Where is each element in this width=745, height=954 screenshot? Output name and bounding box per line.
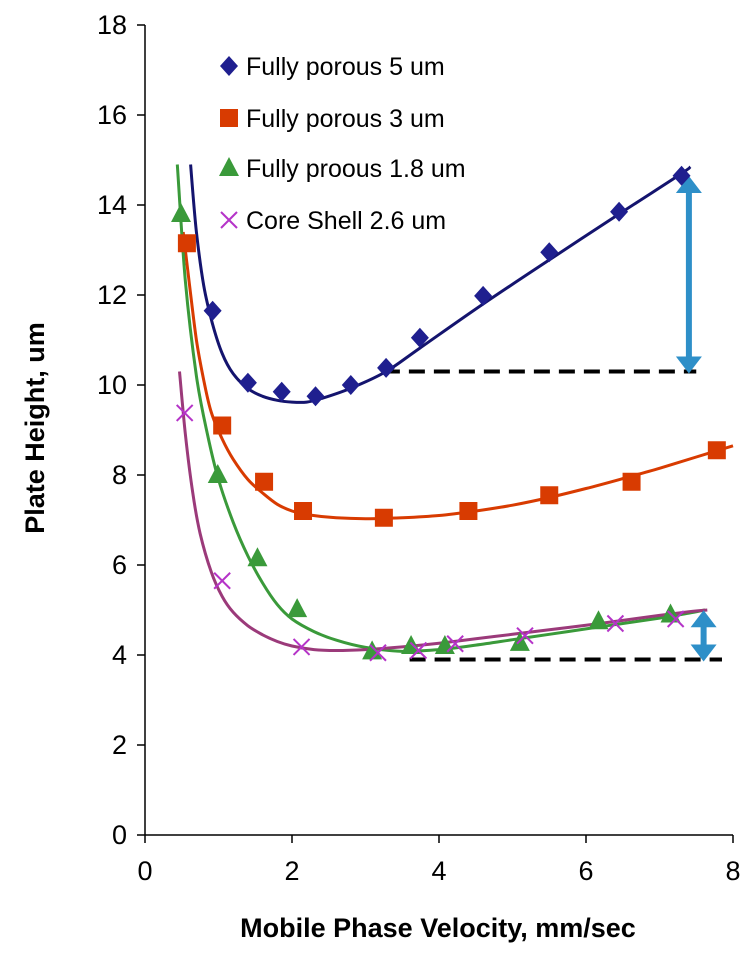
x-stroke — [175, 404, 194, 422]
data-point-series-1 — [272, 381, 291, 402]
legend-label-2: Fully porous 3 um — [246, 105, 445, 133]
y-tick-label: 12 — [97, 280, 127, 310]
x-stroke — [606, 614, 625, 633]
axes: 0 2 4 6 8 10 12 14 16 18 0 2 4 6 8 — [97, 10, 741, 886]
data-point-series-3 — [287, 598, 308, 618]
data-point-series-2 — [540, 486, 559, 505]
data-point-series-1 — [540, 242, 559, 263]
data-point-series-4 — [516, 626, 534, 645]
x-stroke — [516, 626, 534, 645]
data-point-series-2 — [213, 416, 232, 435]
y-tick-label: 18 — [97, 10, 127, 40]
x-stroke — [446, 635, 464, 653]
x-stroke — [369, 644, 387, 662]
data-point-series-1 — [474, 285, 493, 306]
legend-label-4: Core Shell 2.6 um — [246, 207, 446, 235]
y-tick-label: 6 — [112, 550, 127, 580]
y-tick-label: 8 — [112, 460, 127, 490]
data-point-series-1 — [341, 375, 360, 395]
x-tick-label: 8 — [725, 856, 740, 886]
legend-marker-1 — [220, 56, 238, 76]
data-point-series-2 — [374, 508, 393, 527]
x-stroke — [666, 610, 685, 628]
double-arrow-1 — [675, 176, 702, 374]
data-point-series-3 — [247, 547, 268, 567]
data-point-series-4 — [213, 572, 231, 590]
data-point-series-3 — [207, 464, 228, 483]
arrow-head-down — [675, 356, 702, 374]
data-point-series-4 — [606, 614, 625, 633]
data-point-series-2 — [255, 472, 274, 491]
data-point-series-4 — [369, 644, 387, 662]
data-point-series-2 — [177, 234, 196, 253]
fit-curve-series-1 — [189, 164, 692, 404]
data-point-series-4 — [175, 404, 194, 422]
arrow-head-up — [675, 176, 702, 193]
y-tick-label: 16 — [97, 100, 127, 130]
legend-marker-3 — [219, 157, 239, 176]
data-point-series-1 — [377, 357, 396, 378]
data-point-series-1 — [410, 327, 429, 348]
data-point-series-2 — [459, 502, 478, 520]
legend: Fully porous 5 um Fully porous 3 um Fully … — [219, 53, 466, 235]
legend-marker-2 — [220, 109, 238, 127]
data-point-series-2 — [294, 502, 313, 520]
data-point-series-1 — [203, 300, 222, 321]
arrow-head-up — [690, 610, 717, 628]
data-point-series-1 — [238, 372, 257, 393]
data-markers — [171, 165, 726, 662]
x-tick-label: 6 — [578, 856, 593, 886]
data-point-series-3 — [588, 610, 609, 630]
y-axis-title: Plate Height, um — [20, 322, 50, 534]
x-tick-label: 0 — [137, 856, 152, 886]
data-point-series-1 — [306, 386, 325, 407]
data-point-series-3 — [171, 203, 192, 222]
y-tick-label: 14 — [97, 190, 127, 220]
double-arrow-2 — [690, 610, 717, 662]
x-stroke — [220, 211, 238, 229]
y-tick-label: 4 — [112, 640, 127, 670]
fit-curve-series-2 — [181, 231, 734, 521]
y-tick-label: 10 — [97, 370, 127, 400]
legend-label-3: Fully proous 1.8 um — [246, 155, 466, 183]
data-point-series-2 — [622, 472, 641, 491]
fit-curve-series-3 — [175, 164, 706, 653]
legend-marker-4 — [220, 211, 238, 229]
x-stroke — [213, 572, 231, 590]
legend-label-1: Fully porous 5 um — [246, 53, 445, 81]
x-stroke — [292, 638, 311, 656]
x-tick-label: 2 — [284, 856, 299, 886]
data-point-series-4 — [666, 610, 685, 628]
data-point-series-4 — [292, 638, 311, 656]
y-tick-label: 0 — [112, 820, 127, 850]
data-point-series-4 — [409, 641, 428, 660]
data-point-series-1 — [672, 165, 691, 186]
data-point-series-2 — [707, 441, 726, 460]
fit-curves — [175, 164, 734, 653]
fit-curve-series-4 — [178, 371, 708, 653]
annotations — [383, 176, 722, 662]
x-axis-title: Mobile Phase Velocity, mm/sec — [240, 913, 636, 943]
arrow-head-down — [690, 644, 717, 662]
x-tick-label: 4 — [431, 856, 446, 886]
data-point-series-1 — [610, 201, 629, 222]
y-tick-label: 2 — [112, 730, 127, 760]
data-point-series-4 — [446, 635, 464, 653]
x-stroke — [409, 641, 428, 660]
